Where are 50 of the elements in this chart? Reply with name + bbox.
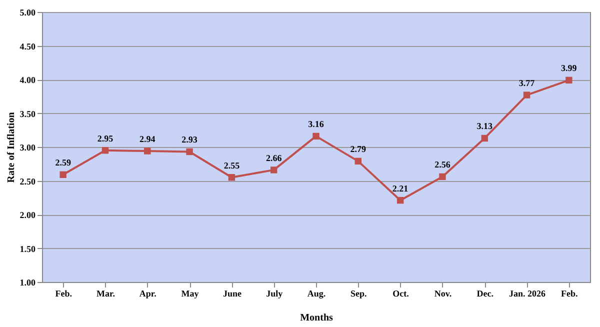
data-label: 2.94: [140, 134, 156, 144]
data-label: 2.93: [182, 134, 198, 145]
data-label: 2.66: [266, 152, 282, 163]
point: [396, 196, 404, 204]
x-axis-title: Months: [300, 312, 333, 324]
y-tick-label: 2.00: [20, 210, 36, 220]
x-tick-label: May: [181, 288, 200, 298]
data-label: 3.77: [518, 78, 536, 88]
point: [354, 158, 362, 165]
x-tick-label: Nov.: [434, 288, 452, 298]
data-label: 2.21: [392, 183, 409, 194]
y-tick-label: 4.50: [20, 41, 36, 52]
point: [60, 171, 66, 178]
y-axis-title: Rate of Inflation: [6, 112, 17, 183]
x-tick-label: Jan. 2026: [509, 288, 546, 298]
point: [144, 148, 151, 154]
x-tick-label: Dec.: [476, 288, 494, 298]
point: [270, 166, 278, 174]
y-tick-label: 2.50: [20, 176, 36, 186]
point: [228, 174, 236, 181]
data-label: 3.16: [308, 119, 324, 130]
data-label: 2.59: [55, 158, 72, 168]
point: [102, 147, 109, 154]
point: [523, 92, 530, 98]
point: [312, 132, 320, 140]
y-tick-label: 3.00: [20, 142, 36, 152]
y-tick-label: 1.00: [20, 278, 36, 288]
data-label: 2.95: [97, 133, 114, 144]
x-tick-label: Feb.: [55, 288, 72, 298]
y-tick-label: 5.00: [20, 8, 36, 18]
x-tick-label: Mar.: [96, 288, 115, 298]
data-label: 2.56: [434, 160, 451, 170]
point: [186, 148, 193, 156]
x-tick-label: Oct.: [392, 288, 409, 298]
data-label: 2.79: [350, 144, 367, 154]
data-label: 3.13: [476, 121, 493, 132]
x-tick-label: Feb.: [561, 288, 578, 298]
y-tick-label: 1.50: [20, 244, 36, 254]
data-label: 3.99: [561, 63, 578, 74]
data-label: 2.55: [224, 160, 240, 170]
x-tick-label: Sep.: [350, 288, 367, 298]
y-tick-label: 4.00: [20, 75, 36, 85]
x-tick-label: June: [222, 288, 242, 298]
x-tick-label: Apr.: [139, 288, 156, 298]
point: [481, 134, 488, 142]
point: [566, 76, 572, 84]
x-tick-label: July: [266, 288, 284, 298]
x-tick-label: Aug.: [307, 288, 326, 298]
y-tick-label: 3.50: [20, 108, 36, 119]
point: [439, 173, 446, 180]
